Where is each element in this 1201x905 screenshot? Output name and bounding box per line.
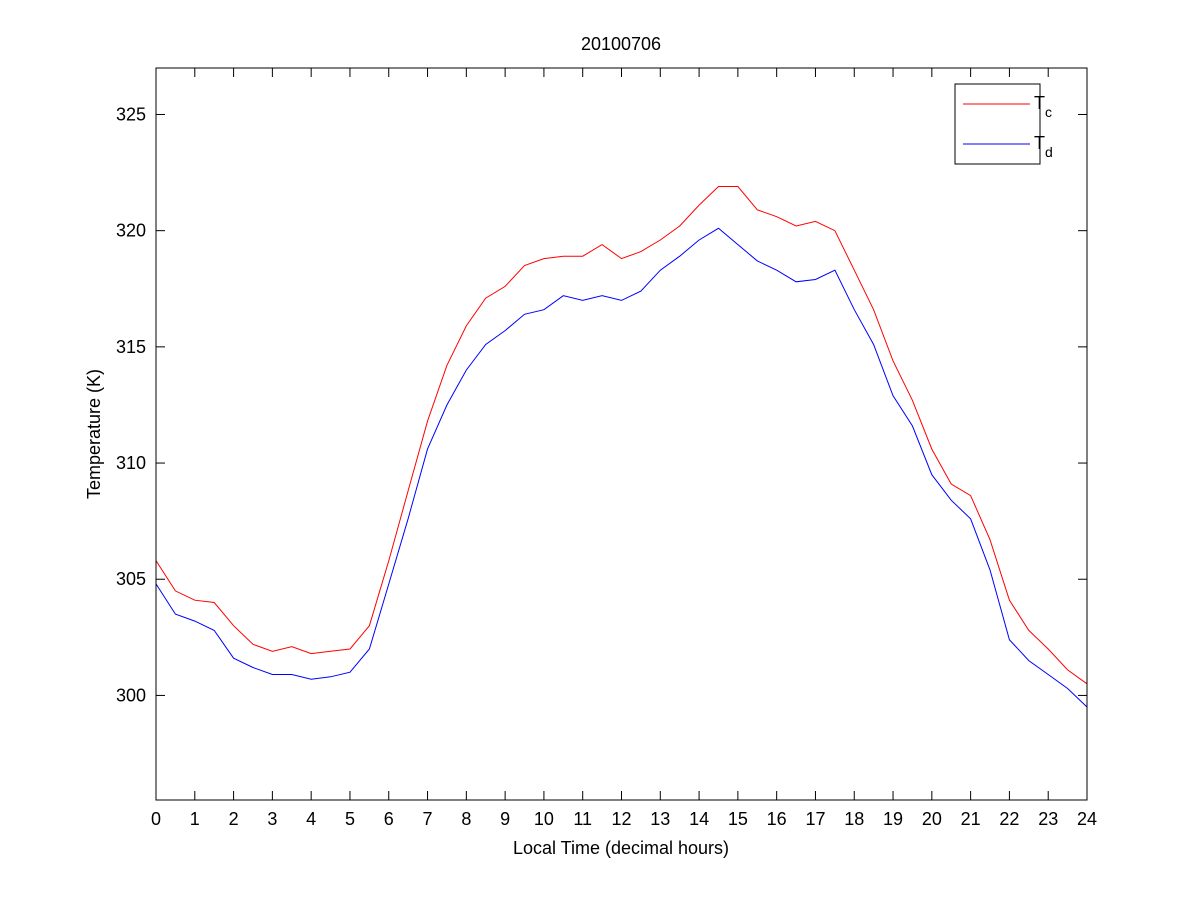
x-tick-label: 8 bbox=[461, 809, 471, 829]
legend-label: Td bbox=[1034, 133, 1053, 160]
x-tick-label: 5 bbox=[345, 809, 355, 829]
x-tick-label: 0 bbox=[151, 809, 161, 829]
x-tick-label: 24 bbox=[1077, 809, 1097, 829]
series-line-Tc bbox=[155, 186, 1088, 685]
x-tick-label: 6 bbox=[384, 809, 394, 829]
series-line-Td bbox=[155, 227, 1088, 708]
x-tick-label: 2 bbox=[229, 809, 239, 829]
x-tick-label: 10 bbox=[534, 809, 554, 829]
x-tick-label: 16 bbox=[767, 809, 787, 829]
legend-box bbox=[954, 83, 1041, 165]
x-tick-label: 20 bbox=[922, 809, 942, 829]
x-axis-label: Local Time (decimal hours) bbox=[513, 838, 729, 858]
x-tick-label: 18 bbox=[844, 809, 864, 829]
x-tick-label: 13 bbox=[650, 809, 670, 829]
x-tick-label: 4 bbox=[306, 809, 316, 829]
x-tick-label: 12 bbox=[611, 809, 631, 829]
x-tick-label: 7 bbox=[423, 809, 433, 829]
x-tick-label: 23 bbox=[1038, 809, 1058, 829]
legend: Tc Td bbox=[954, 83, 1053, 165]
x-tick-label: 11 bbox=[573, 809, 592, 829]
x-tick-label: 1 bbox=[190, 809, 200, 829]
x-tick-label: 3 bbox=[267, 809, 277, 829]
x-tick-label: 22 bbox=[999, 809, 1019, 829]
x-tick-label: 14 bbox=[689, 809, 709, 829]
y-axis-label: Temperature (K) bbox=[84, 369, 104, 499]
plot-area bbox=[156, 68, 1087, 800]
series-layer bbox=[155, 186, 1088, 708]
y-tick-label: 325 bbox=[116, 104, 146, 124]
x-tick-label: 19 bbox=[883, 809, 903, 829]
x-tick-label: 15 bbox=[728, 809, 748, 829]
y-tick-label: 300 bbox=[116, 685, 146, 705]
chart-title: 20100706 bbox=[581, 34, 661, 54]
x-tick-label: 21 bbox=[961, 809, 981, 829]
y-tick-label: 305 bbox=[116, 569, 146, 589]
x-tick-label: 9 bbox=[500, 809, 510, 829]
y-tick-label: 310 bbox=[116, 453, 146, 473]
y-tick-label: 315 bbox=[116, 337, 146, 357]
ticks-layer: 0 1 2 3 4 5 6 7 8 9 10 11 12 13 14 15 16 17 18 19 20 21 22 23 24… bbox=[116, 68, 1097, 829]
legend-label: Tc bbox=[1034, 93, 1052, 120]
x-tick-label: 17 bbox=[805, 809, 825, 829]
y-tick-label: 320 bbox=[116, 221, 146, 241]
